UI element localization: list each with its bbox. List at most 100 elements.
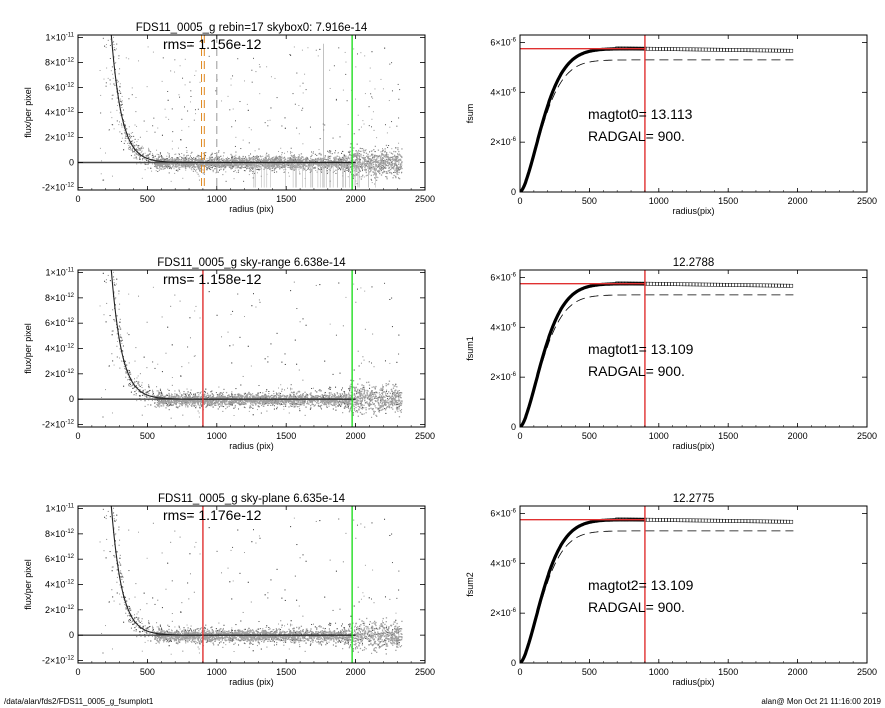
- data-point: [381, 153, 383, 155]
- data-point: [232, 165, 234, 167]
- data-point: [147, 160, 149, 162]
- data-point: [329, 150, 331, 152]
- data-point: [731, 48, 736, 52]
- data-point: [269, 168, 271, 171]
- data-point: [394, 158, 396, 160]
- data-point: [302, 92, 304, 94]
- data-point: [342, 160, 344, 162]
- data-point: [258, 169, 260, 171]
- data-point: [743, 48, 748, 52]
- data-point: [222, 159, 224, 161]
- data-point: [346, 169, 348, 171]
- data-point: [127, 133, 129, 135]
- data-point: [400, 167, 402, 169]
- data-point: [349, 146, 352, 149]
- data-point: [136, 141, 138, 143]
- data-point: [192, 163, 194, 165]
- data-point: [385, 171, 388, 173]
- data-point: [289, 160, 291, 163]
- data-point: [320, 164, 323, 166]
- data-point: [384, 171, 386, 173]
- data-point: [213, 159, 216, 162]
- data-point: [175, 160, 178, 162]
- data-point: [399, 165, 402, 167]
- data-point: [156, 167, 158, 169]
- data-point: [119, 91, 121, 93]
- data-point: [366, 165, 368, 167]
- data-point: [348, 170, 350, 172]
- data-point: [341, 159, 343, 161]
- data-point: [291, 167, 293, 169]
- data-point: [202, 164, 204, 167]
- data-point: [384, 47, 386, 49]
- data-point: [376, 159, 378, 161]
- data-point: [740, 48, 745, 52]
- data-point: [161, 165, 163, 167]
- data-point: [226, 163, 228, 165]
- data-point: [197, 164, 200, 166]
- data-point: [393, 160, 395, 162]
- data-point: [302, 82, 304, 84]
- data-point: [180, 139, 182, 141]
- data-point: [365, 168, 368, 171]
- chart-title: FDS11_0005_g rebin=17 skybox0: 7.916e-14: [136, 22, 368, 34]
- data-point: [358, 158, 360, 160]
- data-point: [113, 36, 115, 38]
- data-point: [223, 164, 225, 166]
- data-point: [241, 163, 244, 165]
- data-point: [198, 166, 201, 168]
- data-point: [318, 164, 320, 167]
- data-point: [353, 153, 355, 155]
- data-point: [359, 170, 362, 173]
- data-point: [397, 153, 399, 155]
- data-point: [328, 155, 330, 157]
- data-point: [245, 160, 248, 162]
- data-point: [302, 158, 304, 160]
- data-point: [111, 117, 113, 119]
- data-point: [369, 162, 371, 164]
- data-point: [245, 158, 248, 160]
- data-point: [214, 157, 216, 159]
- data-point: [198, 155, 200, 157]
- data-point: [384, 160, 387, 162]
- data-point: [122, 109, 124, 111]
- data-point: [191, 162, 194, 165]
- data-point: [248, 158, 250, 160]
- data-point: [363, 152, 365, 154]
- data-point: [386, 176, 388, 178]
- data-point: [241, 160, 243, 162]
- data-point: [334, 152, 336, 154]
- data-point: [359, 147, 361, 149]
- data-point: [385, 172, 388, 174]
- data-point: [225, 171, 227, 173]
- data-point: [380, 154, 383, 156]
- data-point: [254, 164, 256, 166]
- data-point: [346, 163, 349, 165]
- data-point: [394, 160, 396, 162]
- data-point: [361, 148, 363, 150]
- data-point: [220, 166, 222, 168]
- data-point: [276, 165, 278, 168]
- data-point: [160, 165, 162, 167]
- data-point: [390, 168, 392, 171]
- data-point: [246, 103, 248, 105]
- data-point: [135, 148, 137, 150]
- data-point: [246, 167, 249, 169]
- data-point: [225, 180, 227, 182]
- data-point: [229, 159, 231, 161]
- data-point: [256, 155, 258, 157]
- data-point: [271, 166, 273, 168]
- data-point: [162, 163, 164, 165]
- data-point: [236, 160, 238, 162]
- data-point: [239, 156, 241, 158]
- data-point: [158, 163, 161, 165]
- data-point: [396, 168, 399, 170]
- data-point: [379, 154, 381, 157]
- data-point: [280, 158, 282, 160]
- data-point: [370, 158, 373, 160]
- data-point: [153, 117, 155, 119]
- data-point: [188, 126, 190, 128]
- data-point: [313, 160, 315, 162]
- data-point: [147, 163, 149, 165]
- data-point: [283, 165, 285, 167]
